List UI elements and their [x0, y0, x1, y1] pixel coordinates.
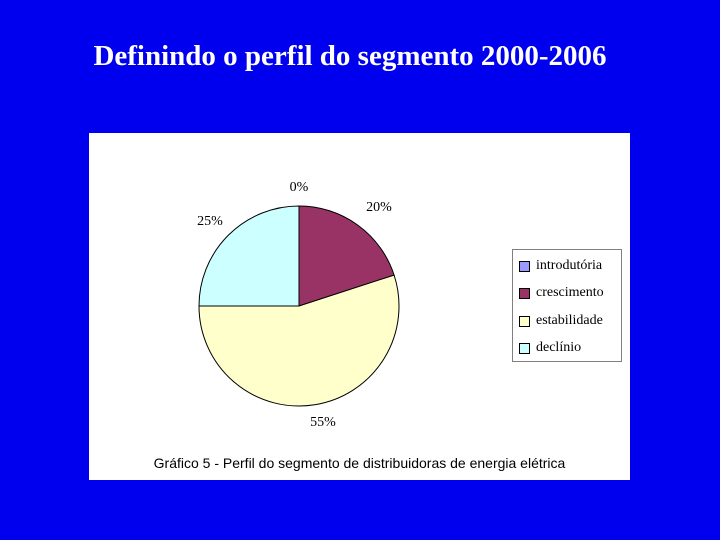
legend-swatch: [519, 342, 530, 354]
chart-caption: Gráfico 5 - Perfil do segmento de distri…: [153, 455, 566, 471]
legend-label: estabilidade: [536, 313, 603, 328]
pie-chart: 0% 20% 55% 25%: [197, 180, 400, 430]
legend-swatch: [519, 260, 530, 272]
slide-title: Definindo o perfil do segmento 2000-2006: [93, 40, 607, 72]
legend-item-estabilidade: estabilidade: [519, 311, 603, 331]
pie-slice-crescimento: [298, 205, 395, 307]
pie-slice-estabilidade: [198, 274, 400, 407]
legend-item-introdutoria: introdutória: [519, 256, 602, 276]
legend-swatch: [519, 287, 530, 299]
legend-label: introdutória: [536, 258, 603, 273]
legend-label: declínio: [536, 340, 582, 355]
chart-panel: 0% 20% 55% 25% introdutória crescimento est…: [89, 133, 630, 480]
pie-label-crescimento: 20%: [366, 200, 392, 215]
pie-label-declinio: 25%: [197, 214, 223, 229]
legend-swatch: [519, 315, 530, 327]
chart-legend: introdutória crescimento estabilidade de…: [512, 249, 622, 362]
pie-label-introdutoria: 0%: [290, 180, 309, 195]
pie-slice-declinio: [198, 205, 300, 307]
legend-item-crescimento: crescimento: [519, 283, 604, 303]
pie-label-estabilidade: 55%: [310, 415, 336, 430]
legend-label: crescimento: [536, 285, 604, 300]
legend-item-declinio: declínio: [519, 338, 581, 358]
